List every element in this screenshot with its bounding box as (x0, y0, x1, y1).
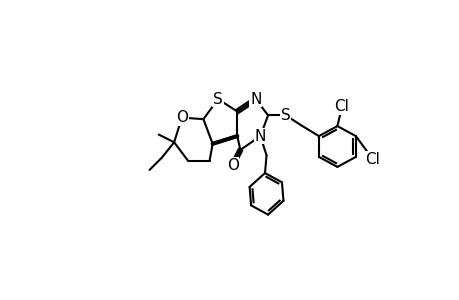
Text: Cl: Cl (364, 152, 380, 167)
Text: N: N (250, 92, 261, 106)
Text: Cl: Cl (334, 99, 349, 114)
Text: S: S (280, 108, 290, 123)
Text: N: N (254, 129, 265, 144)
Text: O: O (175, 110, 187, 125)
Text: S: S (213, 92, 223, 106)
Text: O: O (226, 158, 238, 173)
